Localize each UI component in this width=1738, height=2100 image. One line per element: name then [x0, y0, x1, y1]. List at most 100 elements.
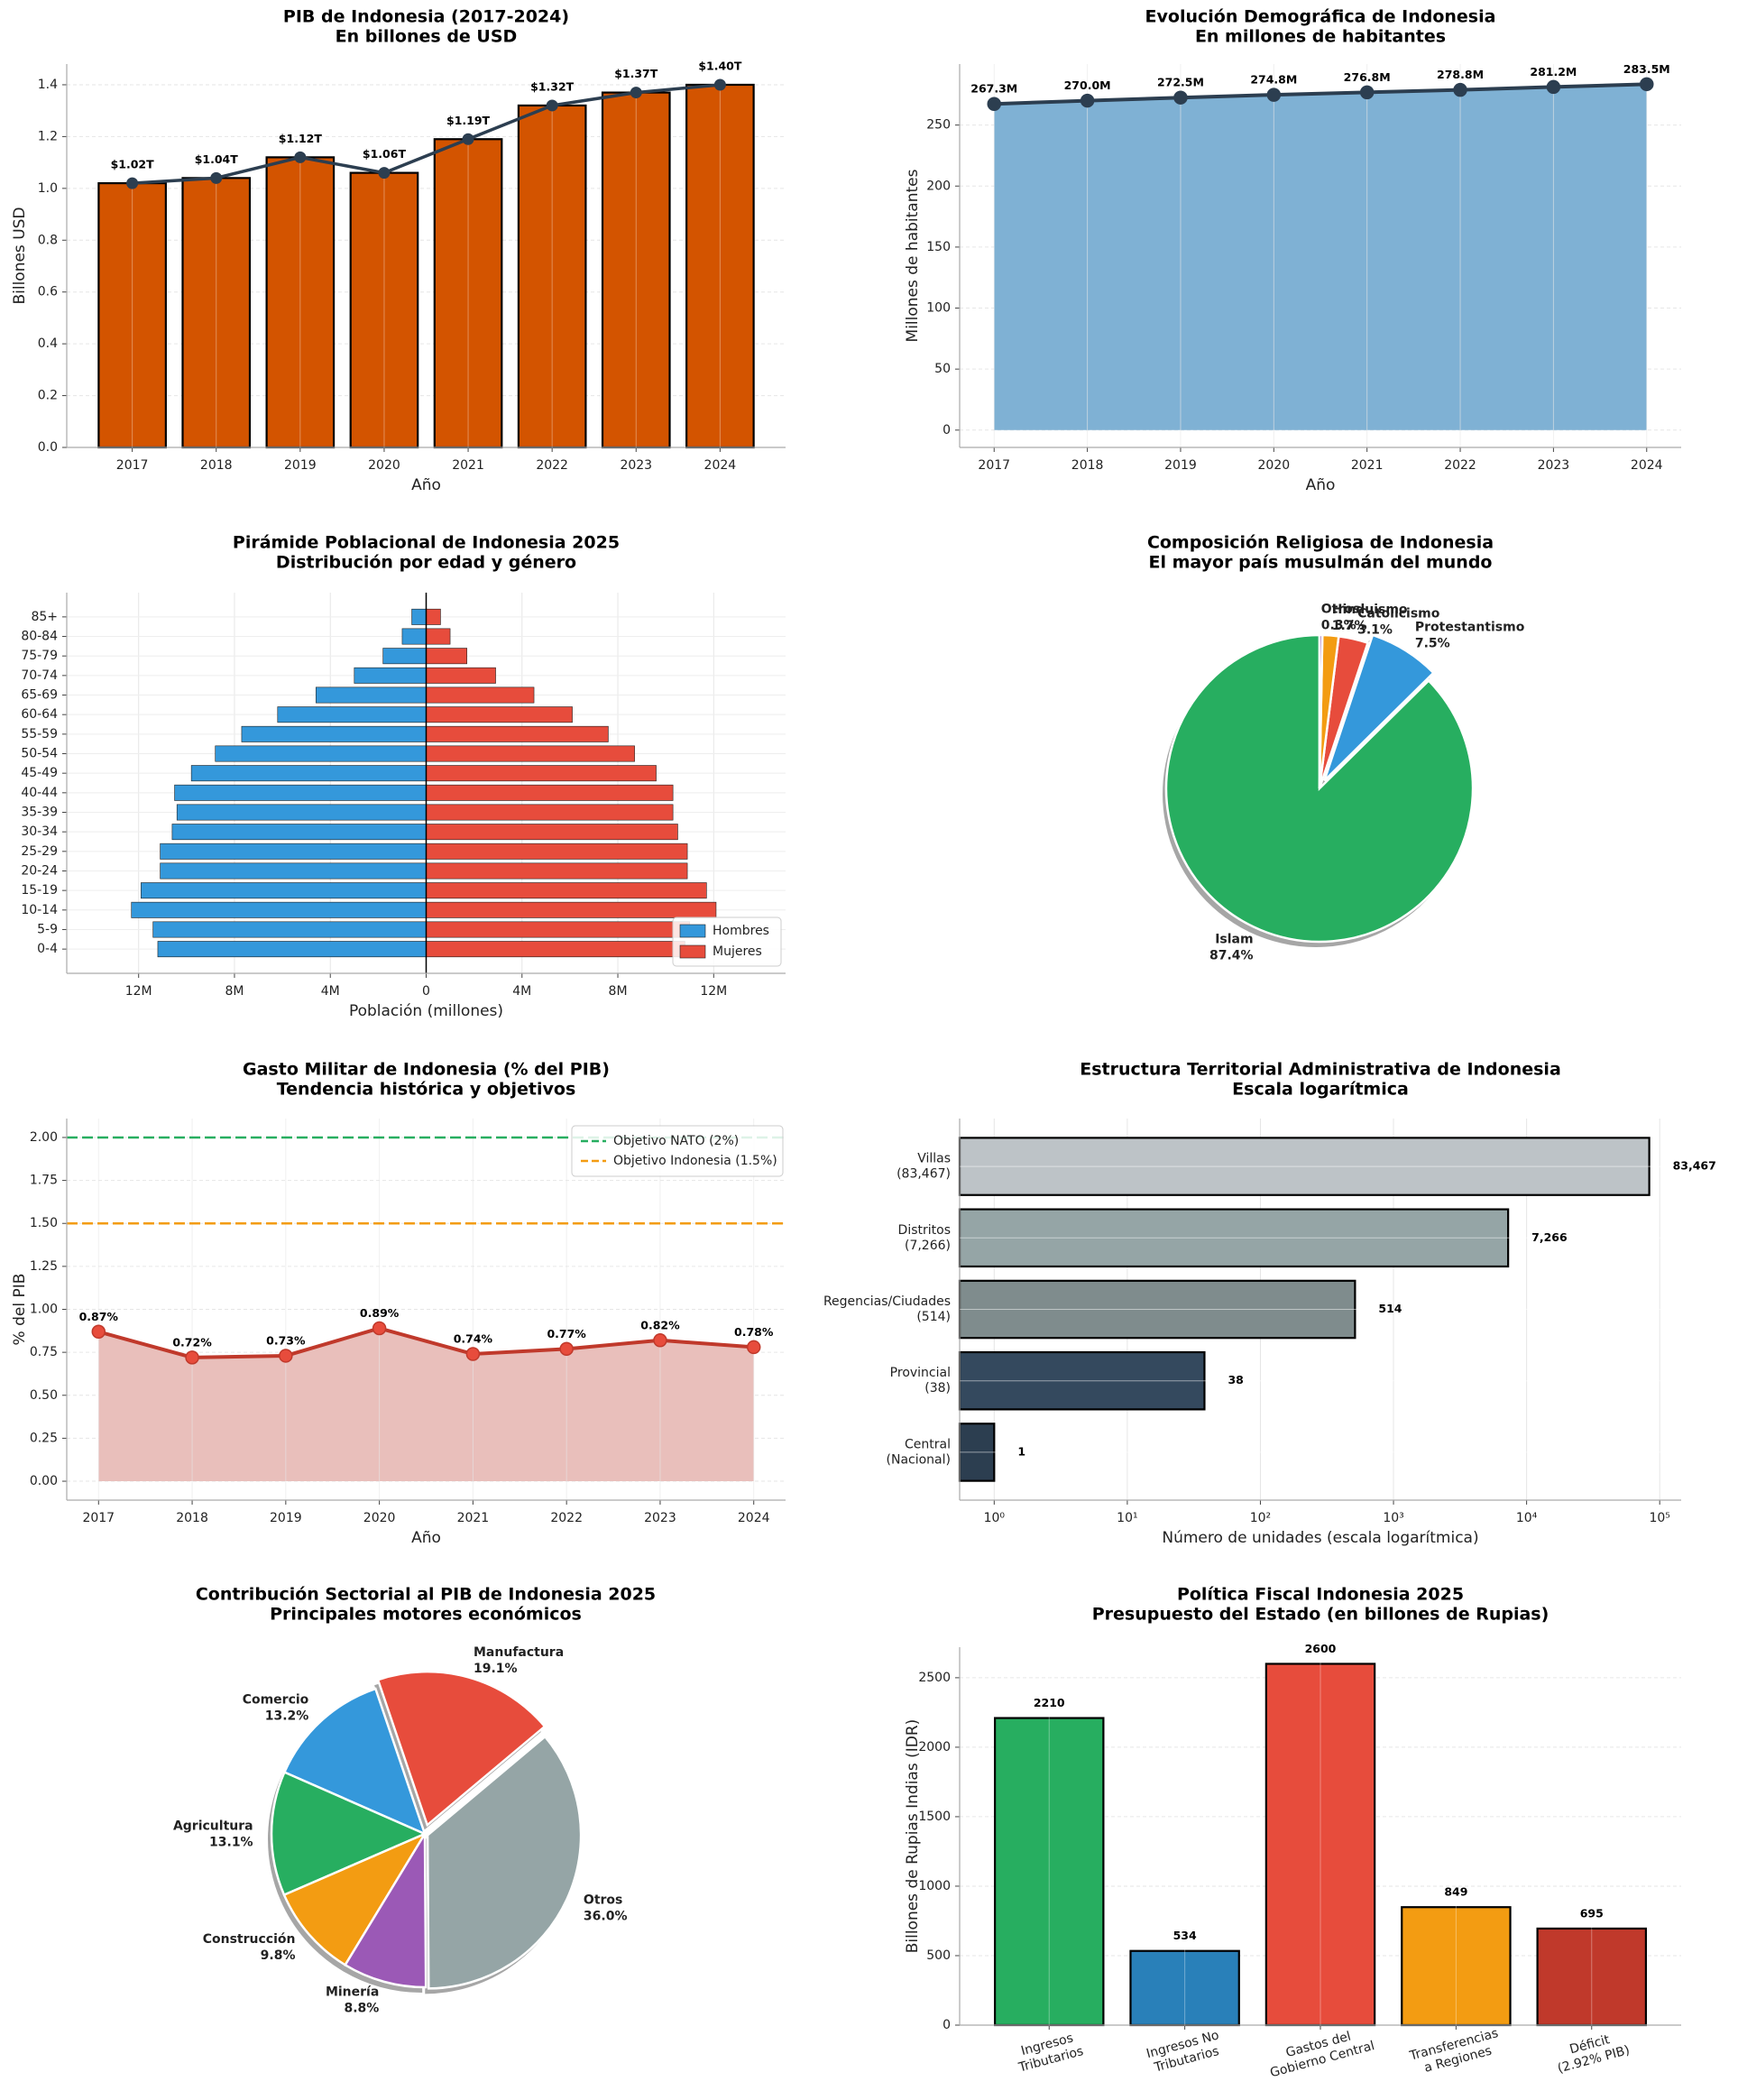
line — [994, 82, 1647, 106]
bar — [349, 171, 419, 449]
chart-subtitle: Tendencia histórica y objetivos — [277, 1080, 576, 1100]
chart-title: Estructura Territorial Administrativa de… — [1080, 1060, 1561, 1080]
wedge-label: Islam 87.4% — [1209, 933, 1254, 963]
value-label: 1 — [1017, 1444, 1025, 1458]
y-tick-label: Regencias/Ciudades (514) — [823, 1294, 951, 1324]
x-axis-label: Año — [411, 476, 441, 494]
area-fill — [994, 84, 1647, 430]
bar — [411, 608, 427, 625]
x-tick-label: IngresosTributarios — [1013, 2030, 1085, 2076]
value-label: 0.78% — [734, 1325, 774, 1339]
marker — [559, 1341, 574, 1357]
chart-subtitle: Escala logarítmica — [1232, 1080, 1409, 1100]
bar — [176, 804, 427, 821]
marker — [372, 1321, 387, 1336]
chart-subtitle: Presupuesto del Estado (en billones de R… — [1092, 1605, 1549, 1625]
value-label: 0.74% — [454, 1332, 493, 1346]
x-tick-label: 10⁵ — [1649, 1511, 1669, 1525]
chart-title: Gasto Militar de Indonesia (% del PIB) — [243, 1060, 610, 1080]
wedge — [270, 1770, 428, 1897]
x-tick-label: 10³ — [1383, 1511, 1403, 1525]
x-tick-label: 4M — [321, 984, 340, 999]
marker — [1453, 82, 1467, 97]
marker — [1359, 85, 1375, 100]
y-tick-label: 0.8 — [38, 233, 58, 247]
bar — [426, 901, 717, 918]
bar — [181, 177, 252, 449]
y-tick-label: 40-44 — [21, 786, 58, 800]
bar — [426, 921, 691, 938]
y-tick-label: 1.75 — [30, 1174, 58, 1188]
legend-label: Objetivo NATO (2%) — [613, 1134, 739, 1148]
y-tick-label: 1.4 — [38, 78, 58, 92]
value-label: $1.40T — [698, 59, 742, 72]
value-label: 514 — [1378, 1302, 1402, 1315]
y-tick-label: 0 — [943, 2018, 951, 2032]
wedge-label: Otros 0.3% — [1321, 603, 1360, 633]
y-tick-label: 500 — [926, 1948, 951, 1963]
bar — [426, 941, 685, 958]
y-tick-label: 0.25 — [30, 1431, 58, 1445]
y-tick-label: Distritos (7,266) — [898, 1223, 951, 1253]
y-tick-label: 100 — [926, 301, 951, 316]
bar — [215, 745, 427, 762]
wedge-label: Hinduismo 1.7% — [1332, 603, 1408, 633]
area-fill — [98, 1328, 754, 1482]
value-label: 283.5M — [1623, 62, 1670, 76]
marker — [987, 97, 1001, 111]
x-tick-label: 2022 — [1444, 458, 1476, 473]
value-label: $1.32T — [530, 79, 575, 93]
y-tick-label: 0.2 — [38, 389, 58, 403]
marker — [746, 1340, 761, 1355]
value-label: $1.06T — [363, 147, 407, 161]
value-label: 267.3M — [970, 82, 1017, 96]
bar — [171, 824, 427, 841]
y-tick-label: 85+ — [31, 610, 58, 624]
line — [97, 1326, 754, 1359]
y-tick-label: 50-54 — [21, 747, 58, 761]
bar — [131, 901, 427, 918]
x-tick-label: 2023 — [644, 1511, 676, 1525]
y-tick-label: 1.2 — [38, 129, 58, 143]
x-axis-label: Número de unidades (escala logarítmica) — [1162, 1529, 1478, 1547]
x-tick-label: 2020 — [368, 458, 400, 473]
y-tick-label: 30-34 — [21, 824, 58, 839]
bar — [993, 1717, 1105, 2027]
bar — [382, 648, 427, 665]
bar — [426, 862, 688, 880]
marker — [1640, 77, 1654, 92]
bar — [190, 765, 427, 782]
x-tick-label: Gastos delGobierno Central — [1264, 2024, 1376, 2081]
bar — [354, 667, 427, 684]
x-tick-label: 2024 — [704, 458, 737, 473]
y-tick-label: 60-64 — [21, 707, 58, 722]
y-axis-label: Billones de Rupias Indias (IDR) — [904, 1719, 922, 1954]
y-axis-label: % del PIB — [11, 1274, 29, 1346]
bar — [426, 745, 635, 762]
x-tick-label: 10⁴ — [1516, 1511, 1538, 1525]
wedge-name: Otros — [1321, 603, 1360, 617]
y-tick-label: 5-9 — [37, 922, 58, 936]
y-tick-label: 35-39 — [21, 805, 58, 819]
trend-marker — [462, 133, 474, 145]
wedge-label: Agricultura 13.1% — [173, 1819, 253, 1850]
wedge-percent: 7.5% — [1415, 637, 1450, 651]
trend-marker — [126, 177, 139, 189]
marker — [1546, 79, 1561, 95]
value-label: 274.8M — [1250, 73, 1297, 87]
marker — [185, 1350, 199, 1365]
bar — [401, 628, 427, 645]
bar — [426, 667, 496, 684]
bar — [426, 628, 451, 645]
x-tick-label: Ingresos NoTributarios — [1145, 2028, 1224, 2076]
y-tick-label: 150 — [926, 240, 951, 254]
wedge — [344, 1829, 428, 1989]
bar — [426, 843, 688, 860]
marker — [465, 1347, 481, 1361]
value-label: 2210 — [1034, 1696, 1065, 1709]
bar — [97, 181, 167, 449]
bar — [517, 104, 587, 449]
wedge-name: Islam — [1215, 933, 1253, 947]
trend-marker — [546, 99, 558, 112]
bar — [426, 686, 535, 704]
